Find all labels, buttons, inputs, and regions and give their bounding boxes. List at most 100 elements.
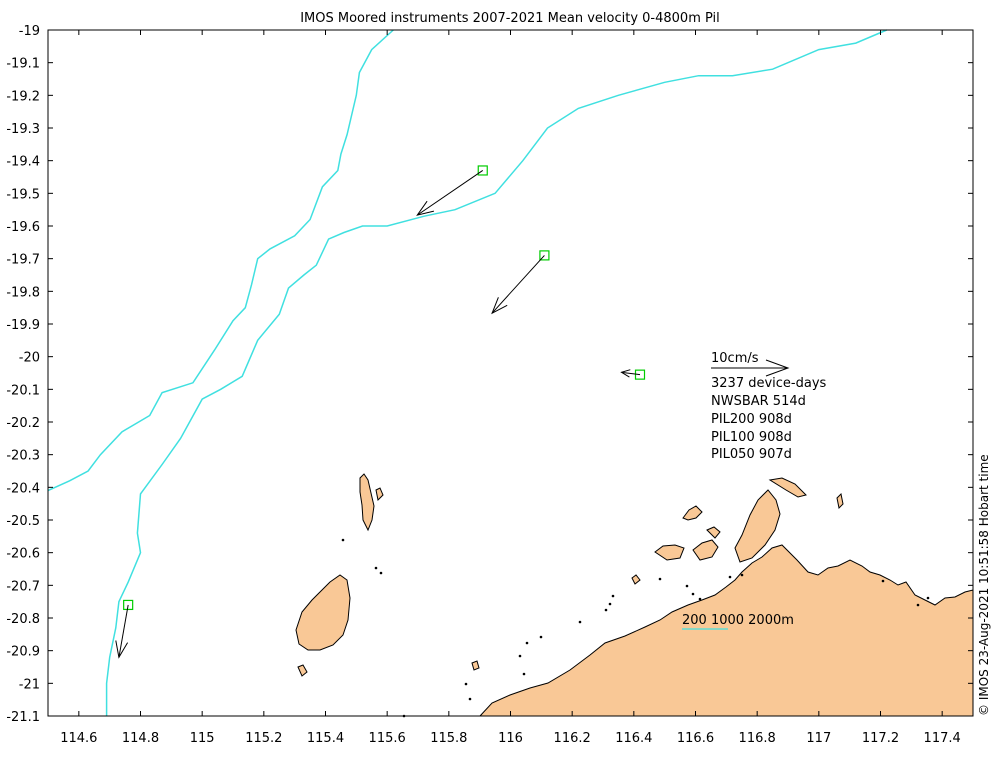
x-tick-label: 116.4 — [615, 731, 652, 746]
velocity-arrowhead — [416, 200, 435, 216]
y-tick-label: -20.3 — [6, 449, 40, 464]
land-polygon — [706, 526, 721, 539]
x-tick-label: 116 — [498, 731, 523, 746]
land-layer — [295, 473, 974, 718]
y-tick-label: -19.4 — [6, 155, 40, 170]
islet — [608, 602, 612, 606]
islet — [728, 575, 732, 579]
velocity-arrowhead — [620, 369, 631, 378]
islet — [374, 566, 378, 570]
x-tick-label: 115.2 — [245, 731, 282, 746]
islet — [578, 620, 582, 624]
land-polygon — [297, 664, 308, 677]
islet — [539, 635, 543, 639]
x-tick-label: 117.2 — [862, 731, 899, 746]
islet — [379, 571, 383, 575]
velocity-arrow — [118, 604, 129, 658]
islet — [341, 538, 345, 542]
isobath-label: 200 1000 2000m — [682, 613, 794, 628]
y-tick-label: -20.5 — [6, 514, 40, 529]
islet — [740, 573, 744, 577]
islet — [525, 641, 529, 645]
x-tick-label: 115 — [190, 731, 215, 746]
isobath-layer — [47, 29, 887, 716]
mooring-marker — [634, 369, 646, 380]
axis-ticks: 114.6 114.8 115 115.2 115.4 115.6 115.8 116 116.… — [6, 24, 973, 746]
y-tick-label: -21 — [19, 677, 40, 692]
y-tick-label: -20.2 — [6, 416, 40, 431]
y-tick-label: -21.1 — [6, 710, 40, 725]
islet — [916, 603, 920, 607]
land-polygon — [295, 574, 351, 651]
y-tick-label: -19.7 — [6, 253, 40, 268]
land-polygon — [682, 505, 703, 521]
isobath-line — [47, 29, 394, 492]
y-tick-label: -19.8 — [6, 285, 40, 300]
islet — [698, 597, 702, 601]
mooring-marker — [539, 250, 550, 261]
land-polygon — [654, 544, 685, 561]
y-tick-label: -19.9 — [6, 318, 40, 333]
x-tick-label: 116.8 — [739, 731, 776, 746]
islet — [518, 654, 522, 658]
y-tick-label: -19 — [19, 24, 40, 39]
x-tick-label: 115.8 — [430, 731, 467, 746]
y-tick-label: -19.2 — [6, 89, 40, 104]
land-polygon — [631, 574, 641, 585]
islet — [468, 697, 472, 701]
land-polygon — [836, 492, 844, 510]
x-tick-label: 116.2 — [554, 731, 591, 746]
mooring-marker — [123, 599, 134, 611]
x-tick-label: 116.6 — [677, 731, 714, 746]
x-tick-label: 114.8 — [122, 731, 159, 746]
y-tick-label: -20.6 — [6, 547, 40, 562]
legend-scale-arrowhead — [765, 359, 790, 377]
legend-mooring: NWSBAR 514d — [711, 394, 806, 409]
islet — [685, 584, 689, 588]
x-tick-label: 115.4 — [307, 731, 344, 746]
land-polygon — [478, 544, 974, 717]
legend-mooring: PIL100 908d — [711, 430, 792, 445]
x-tick-label: 115.6 — [369, 731, 406, 746]
land-polygon — [375, 487, 384, 502]
velocity-arrows — [115, 165, 646, 659]
y-tick-label: -19.3 — [6, 122, 40, 137]
land-polygon — [692, 539, 719, 561]
y-tick-label: -19.6 — [6, 220, 40, 235]
legend-mooring: PIL200 908d — [711, 412, 792, 427]
islet — [464, 682, 468, 686]
velocity-arrow — [417, 170, 484, 216]
chart-title: IMOS Moored instruments 2007-2021 Mean v… — [300, 11, 720, 26]
islet — [611, 594, 615, 598]
mooring-marker — [477, 165, 488, 176]
x-tick-label: 117 — [806, 731, 831, 746]
land-polygon — [359, 473, 375, 532]
velocity-arrow — [621, 371, 641, 376]
y-tick-label: -19.5 — [6, 187, 40, 202]
legend-device-days: 3237 device-days — [711, 376, 827, 391]
y-tick-label: -20.8 — [6, 612, 40, 627]
y-tick-label: -19.1 — [6, 57, 40, 72]
y-tick-label: -20.4 — [6, 481, 40, 496]
velocity-arrowhead — [115, 640, 129, 659]
islet — [604, 608, 608, 612]
legend-scale-label: 10cm/s — [711, 351, 759, 366]
x-tick-label: 117.4 — [924, 731, 961, 746]
y-tick-label: -20 — [19, 351, 40, 366]
y-tick-label: -20.7 — [6, 579, 40, 594]
velocity-arrow — [491, 255, 545, 314]
land-polygon — [768, 477, 807, 498]
velocity-arrowhead — [491, 297, 508, 315]
islet — [881, 579, 885, 583]
islet — [926, 596, 930, 600]
land-polygon — [734, 489, 781, 563]
legend-mooring: PIL050 907d — [711, 447, 792, 462]
islet — [691, 592, 695, 596]
x-tick-label: 114.6 — [60, 731, 97, 746]
legend: 10cm/s 3237 device-days NWSBAR 514d PIL2… — [711, 351, 827, 462]
islet — [522, 672, 526, 676]
islet — [658, 577, 662, 581]
credit-text: © IMOS 23-Aug-2021 10:51:58 Hobart time — [977, 454, 991, 716]
land-polygon — [471, 660, 480, 671]
